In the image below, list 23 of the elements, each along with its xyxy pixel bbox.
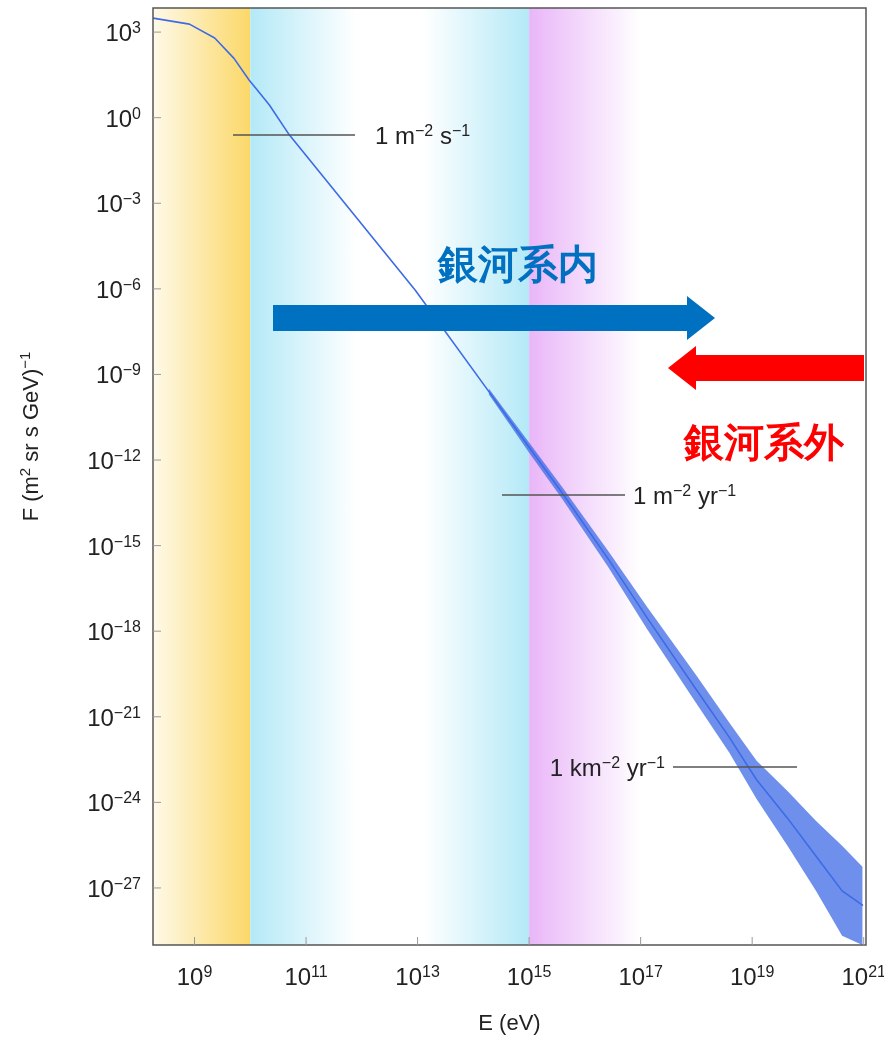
y-tick-label: 10$^{−6}$ <box>96 275 142 303</box>
y-tick-label: 10$^{−12}$ <box>87 446 142 475</box>
annotation: 1 km$^{−2}$ yr$^{−1}$ <box>549 753 666 781</box>
x-tick-label: 10$^{9}$ <box>176 962 213 990</box>
y-tick-label: 10$^{−21}$ <box>87 703 142 731</box>
y-tick-label: 10$^{−3}$ <box>96 189 142 218</box>
x-tick-label: 10$^{15}$ <box>506 962 552 990</box>
annotation: 1 m$^{−2}$ s$^{−1}$ <box>375 121 471 149</box>
annotation: 銀河系内 <box>437 242 598 286</box>
annotation: 銀河系外 <box>683 420 845 464</box>
y-tick-label: 10$^{−27}$ <box>87 874 142 902</box>
y-tick-label: 10$^{−18}$ <box>87 617 142 646</box>
y-tick-label: 10$^{−9}$ <box>96 360 142 389</box>
x-tick-label: 10$^{13}$ <box>395 962 440 990</box>
x-tick-label: 10$^{19}$ <box>729 962 775 990</box>
y-tick-label: 10$^{−15}$ <box>87 532 142 560</box>
annotation: 1 m$^{−2}$ yr$^{−1}$ <box>633 481 737 509</box>
x-tick-label: 10$^{17}$ <box>618 962 663 990</box>
y-tick-label: 10$^{−24}$ <box>87 788 142 817</box>
x-axis-title: E (eV) <box>478 1010 541 1035</box>
y-tick-label: 10$^{3}$ <box>105 18 142 47</box>
x-tick-label: 10$^{11}$ <box>284 962 328 990</box>
y-tick-label: 10$^{0}$ <box>105 104 142 132</box>
